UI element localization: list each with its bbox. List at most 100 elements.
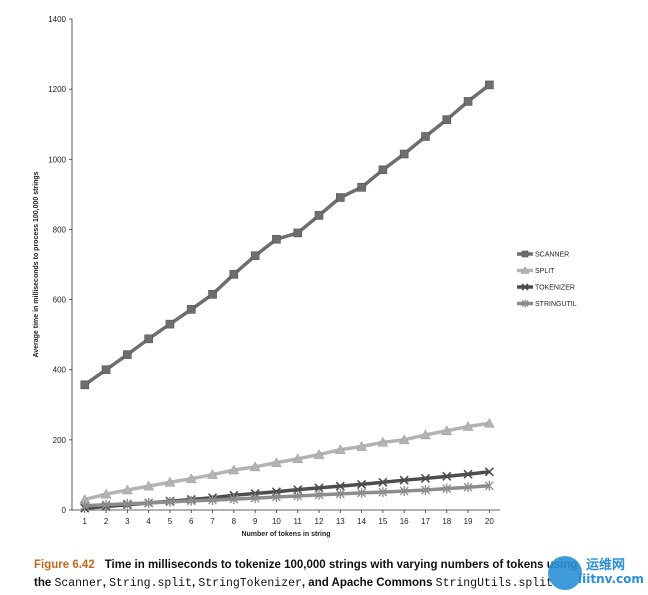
x-tick-label: 18	[442, 517, 451, 526]
data-point-scanner	[442, 115, 452, 124]
data-point-scanner	[101, 365, 111, 375]
data-point-stringutil	[229, 494, 239, 505]
data-point-stringutil	[186, 495, 196, 506]
data-point-split	[334, 444, 346, 454]
series-line-split	[84, 421, 490, 502]
legend-label-split: SPLIT	[535, 268, 555, 275]
data-point-scanner	[335, 193, 345, 202]
data-point-scanner	[208, 290, 217, 299]
x-tick-label: 20	[485, 517, 494, 526]
data-point-stringutil	[484, 480, 494, 491]
data-point-stringutil	[378, 487, 388, 498]
data-point-stringutil	[357, 487, 367, 498]
watermark-circle-icon	[548, 556, 582, 590]
data-point-split	[420, 429, 431, 440]
y-axis-title: Average time in milliseconds to process …	[33, 171, 40, 357]
x-tick-label: 10	[272, 517, 281, 526]
data-point-scanner	[250, 251, 260, 261]
data-point-stringutil	[399, 486, 409, 497]
data-point-stringutil	[442, 483, 452, 494]
data-point-scanner	[293, 228, 303, 238]
data-point-split	[398, 434, 410, 445]
x-tick-label: 19	[464, 517, 473, 526]
data-point-stringutil	[421, 485, 430, 496]
data-point-scanner	[485, 80, 494, 90]
data-point-scanner	[421, 132, 430, 141]
x-tick-label: 16	[400, 517, 409, 526]
data-point-stringutil	[208, 495, 217, 506]
x-tick-label: 2	[104, 517, 109, 526]
data-point-split	[441, 425, 453, 435]
x-tick-label: 6	[189, 517, 194, 526]
data-point-tokenizer	[399, 475, 409, 485]
legend-label-scanner: SCANNER	[535, 252, 569, 259]
y-tick-label: 800	[53, 225, 67, 234]
data-point-split	[462, 421, 474, 431]
data-point-stringutil	[122, 498, 132, 509]
y-tick-label: 400	[53, 366, 67, 375]
legend-marker-tokenizer	[521, 283, 529, 291]
y-tick-label: 1400	[48, 15, 66, 24]
x-tick-label: 17	[421, 517, 430, 526]
caption-line-1: Figure 6.42 Time in milliseconds to token…	[34, 556, 644, 574]
data-point-scanner	[229, 270, 239, 279]
watermark-text-1: 运维网	[586, 558, 626, 573]
data-point-split	[292, 453, 304, 464]
data-point-stringutil	[314, 489, 324, 500]
y-tick-label: 1000	[48, 155, 66, 164]
data-point-tokenizer	[335, 481, 345, 491]
y-tick-label: 0	[62, 506, 67, 515]
caption-sep-3: , and Apache Commons	[301, 577, 436, 589]
x-tick-label: 15	[378, 517, 387, 526]
y-tick-label: 600	[53, 296, 67, 305]
x-tick-label: 8	[232, 517, 237, 526]
x-tick-label: 3	[125, 517, 130, 526]
data-point-split	[185, 473, 197, 484]
x-axis-title: Number of tokens in string	[241, 531, 330, 538]
legend-marker-split	[520, 265, 530, 274]
data-point-stringutil	[250, 493, 260, 504]
data-point-split	[249, 461, 261, 472]
line-chart: 0 200 400 600 800 1000 1200 1400 1 2 3 4 5 6 7 8 9 10 11 12…	[33, 15, 577, 538]
y-tick-label: 200	[53, 436, 67, 445]
x-tick-label: 1	[83, 517, 88, 526]
data-point-tokenizer	[357, 479, 367, 489]
caption-sep-1: ,	[102, 577, 110, 589]
data-point-tokenizer	[314, 483, 324, 493]
data-point-split	[121, 484, 133, 495]
data-point-tokenizer	[420, 473, 431, 484]
data-point-split	[356, 441, 368, 451]
data-point-split	[377, 436, 389, 447]
data-point-scanner	[144, 334, 153, 344]
legend-marker-stringutil	[521, 299, 529, 308]
data-point-stringutil	[293, 490, 303, 501]
data-point-scanner	[272, 234, 281, 244]
x-tick-label: 11	[294, 517, 303, 526]
legend-marker-scanner	[521, 250, 529, 258]
x-tick-label: 12	[315, 517, 324, 526]
x-tick-label: 13	[336, 517, 345, 526]
data-point-tokenizer	[463, 469, 473, 479]
data-point-scanner	[399, 149, 409, 159]
data-point-scanner	[123, 350, 132, 359]
caption-code-stringutils: StringUtils.split	[435, 577, 553, 590]
y-tick-label: 1200	[48, 85, 66, 94]
watermark-logo: 运维网 iiitnv.com	[548, 552, 646, 592]
data-point-split	[228, 464, 240, 475]
data-point-split	[207, 469, 218, 479]
x-tick-label: 7	[210, 517, 215, 526]
caption-sep-2: ,	[191, 577, 199, 589]
data-point-split	[270, 457, 282, 467]
x-tick-label: 9	[253, 517, 258, 526]
data-point-stringutil	[165, 496, 175, 507]
legend-label-stringutil: STRINGUTIL	[535, 301, 577, 308]
data-point-tokenizer	[293, 485, 303, 495]
data-point-stringutil	[335, 488, 345, 499]
x-tick-label: 14	[357, 517, 366, 526]
figure-caption: Figure 6.42 Time in milliseconds to token…	[34, 556, 644, 593]
caption-code-split: String.split	[109, 577, 192, 590]
data-point-scanner	[165, 319, 175, 329]
data-point-split	[164, 476, 176, 487]
data-point-split	[313, 449, 325, 459]
watermark-text-2: iiitnv.com	[578, 572, 644, 586]
